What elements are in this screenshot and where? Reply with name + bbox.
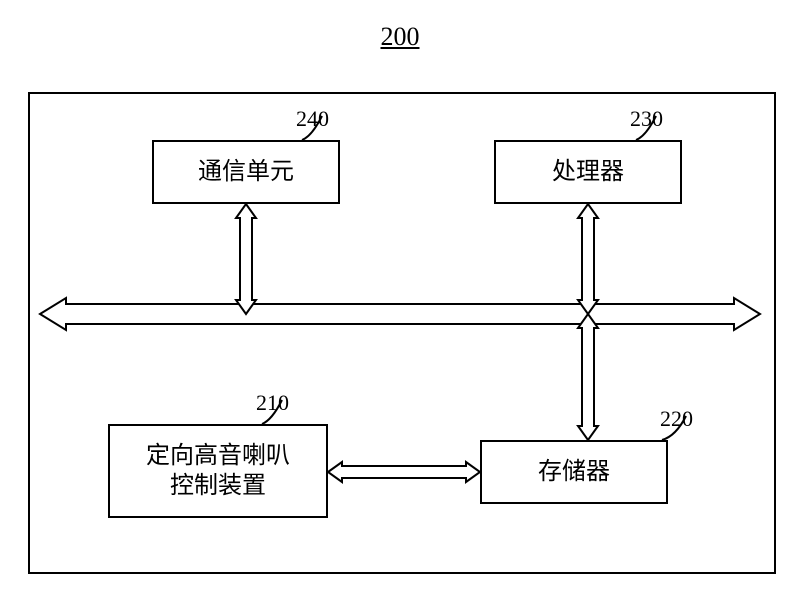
- ref-store: 220: [660, 406, 693, 432]
- diagram-title-ref: 200: [364, 22, 436, 52]
- block-ctrl-label: 定向高音喇叭 控制装置: [146, 441, 290, 501]
- diagram-canvas: 200 通信单元 处理器 定向高音喇叭 控制装置 存储器 240 230 210…: [0, 0, 800, 590]
- block-comm-label: 通信单元: [198, 157, 294, 187]
- ref-comm: 240: [296, 106, 329, 132]
- block-proc-label: 处理器: [552, 157, 624, 187]
- ref-ctrl: 210: [256, 390, 289, 416]
- block-ctrl: 定向高音喇叭 控制装置: [108, 424, 328, 518]
- block-store: 存储器: [480, 440, 668, 504]
- ref-proc: 230: [630, 106, 663, 132]
- block-proc: 处理器: [494, 140, 682, 204]
- block-comm: 通信单元: [152, 140, 340, 204]
- block-store-label: 存储器: [538, 457, 610, 487]
